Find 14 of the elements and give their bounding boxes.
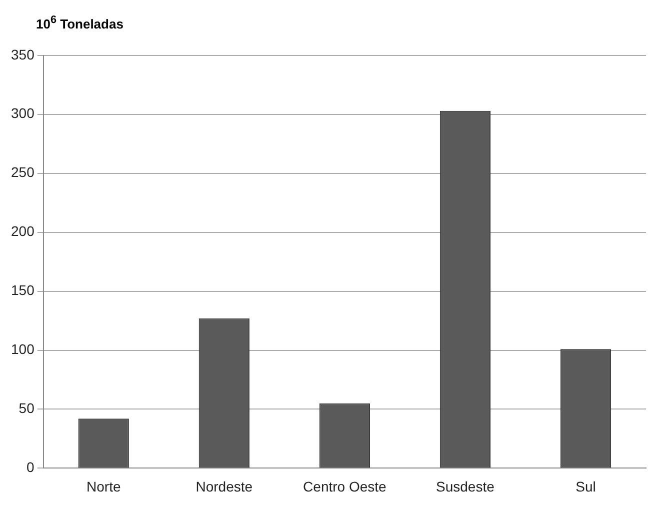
y-tick-label: 100 bbox=[11, 341, 35, 358]
x-tick-label: Susdeste bbox=[436, 478, 495, 494]
y-tick-label: 50 bbox=[18, 400, 35, 416]
x-tick-label: Centro Oeste bbox=[303, 478, 387, 494]
y-tick-label: 250 bbox=[11, 164, 35, 180]
y-tick-label: 0 bbox=[26, 459, 35, 476]
x-tick-label: Sul bbox=[576, 478, 596, 494]
y-tick-label: 300 bbox=[11, 105, 35, 122]
y-tick-label: 200 bbox=[11, 223, 35, 240]
x-tick-label: Norte bbox=[86, 478, 121, 494]
y-tick-label: 350 bbox=[11, 46, 35, 62]
y-axis-title: 10$^{6}$ Toneladas bbox=[35, 13, 124, 34]
x-tick-label: Nordeste bbox=[196, 478, 253, 494]
y-tick-label: 150 bbox=[11, 282, 35, 298]
